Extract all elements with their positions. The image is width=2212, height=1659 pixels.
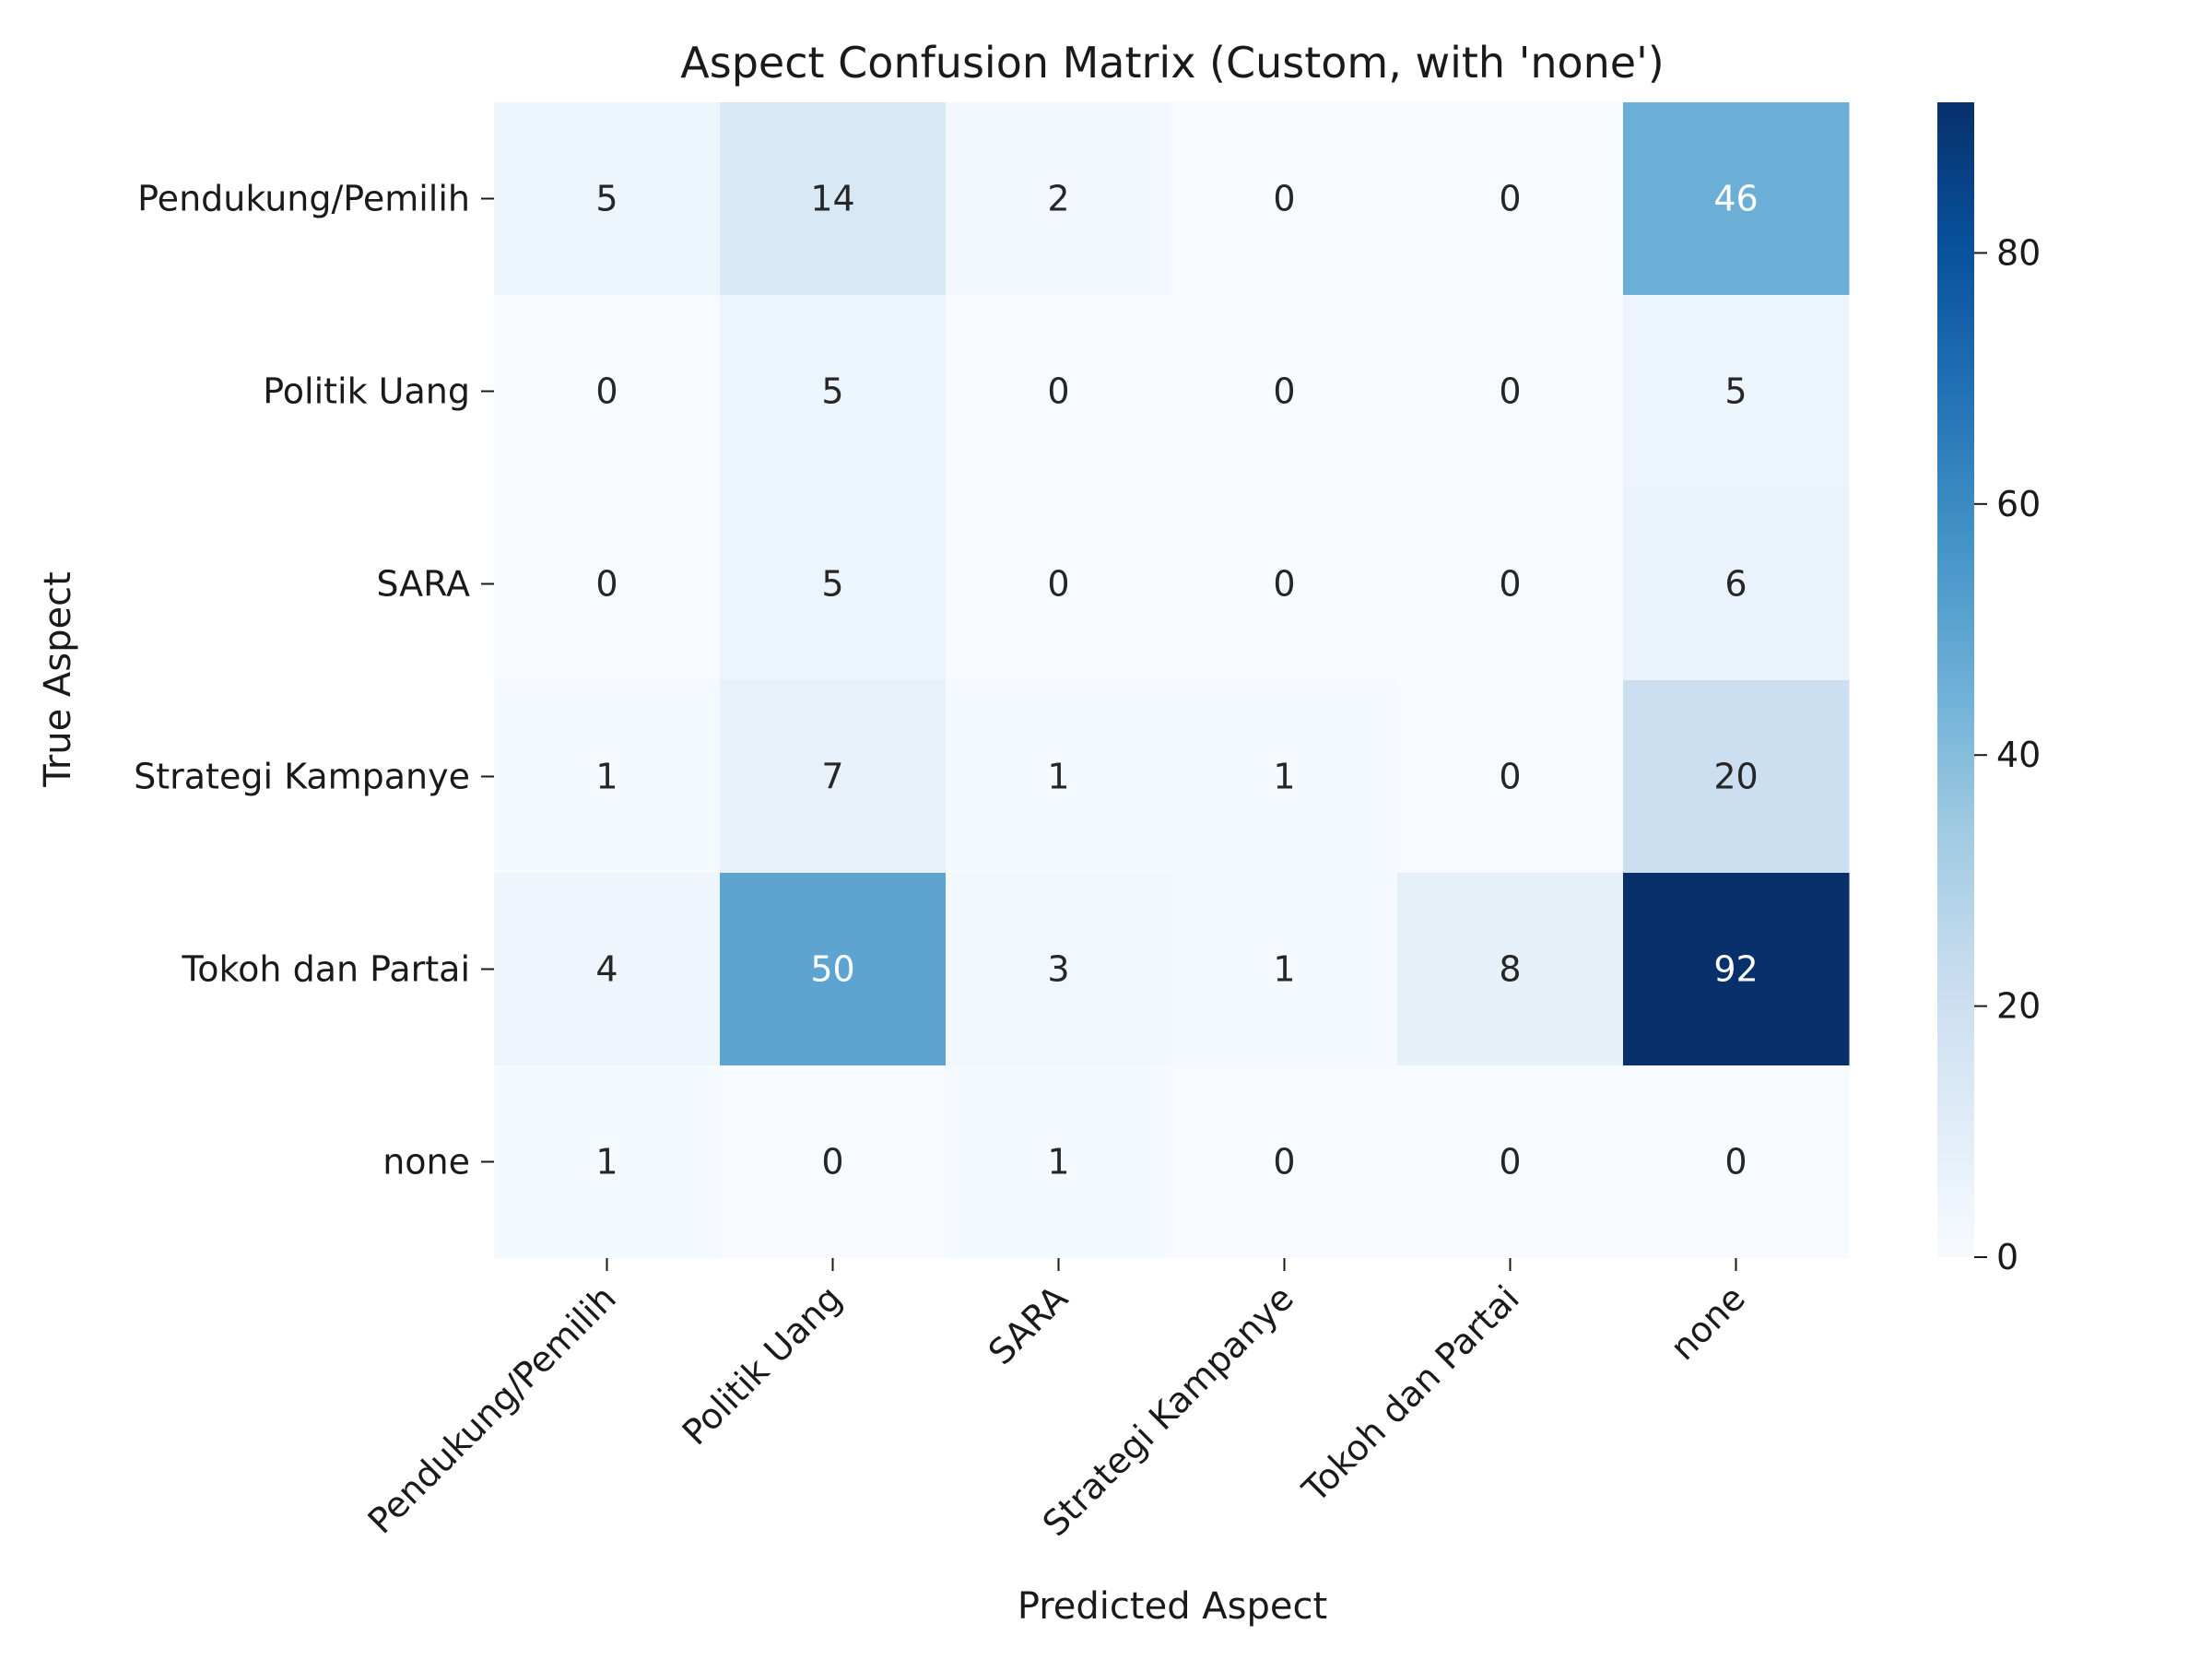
cell-value-label: 1	[1047, 1142, 1069, 1182]
x-tick-label: Strategi Kampanye	[1035, 1277, 1301, 1544]
heatmap-cell	[1171, 1065, 1398, 1259]
heatmap-cell	[720, 102, 947, 296]
cell-value-label: 0	[595, 371, 618, 412]
y-tick-label: Pendukung/Pemilih	[137, 179, 470, 219]
cell-value-label: 0	[595, 564, 618, 605]
heatmap-cell	[720, 1065, 947, 1259]
heatmap-cell	[1623, 102, 1850, 296]
x-tick-label: Tokoh dan Partai	[1294, 1277, 1527, 1511]
cell-value-label: 5	[821, 371, 843, 412]
heatmap-cell	[494, 680, 721, 874]
heatmap-cell	[494, 488, 721, 681]
heatmap-cell	[1171, 873, 1398, 1066]
cell-value-label: 0	[1273, 179, 1295, 219]
heatmap-cell	[720, 680, 947, 874]
y-tick-label: none	[382, 1142, 470, 1182]
heatmap-cell	[1171, 680, 1398, 874]
y-axis-label: True Aspect	[37, 571, 79, 788]
cell-value-label: 0	[1273, 1142, 1295, 1182]
heatmap-cell	[946, 488, 1172, 681]
heatmap-cell	[494, 295, 721, 488]
x-tick-label: Politik Uang	[675, 1277, 850, 1453]
colorbar-ticks: 0 20 40 60 80	[1974, 232, 2041, 1277]
heatmap-cell	[720, 873, 947, 1066]
heatmap-cell	[1623, 873, 1850, 1066]
heatmap-cell	[1397, 295, 1624, 488]
cell-value-label: 0	[1499, 757, 1521, 797]
cell-value-label: 1	[595, 757, 618, 797]
y-tick-label: SARA	[376, 564, 470, 605]
cell-value-label: 2	[1047, 179, 1069, 219]
x-axis-ticks: Pendukung/Pemilih Politik Uang SARAStrateg…	[360, 1258, 1753, 1544]
cell-value-label: 50	[810, 949, 854, 990]
cell-value-label: 8	[1499, 949, 1521, 990]
y-tick-label: Politik Uang	[263, 371, 470, 412]
cell-value-label: 46	[1713, 179, 1758, 219]
heatmap-cell	[946, 680, 1172, 874]
cell-value-label: 14	[810, 179, 854, 219]
cell-value-label: 20	[1713, 757, 1758, 797]
x-axis-label: Predicted Aspect	[1018, 1585, 1327, 1628]
cell-value-label: 5	[595, 179, 618, 219]
heatmap-cell	[1623, 488, 1850, 681]
cell-value-label: 0	[1499, 1142, 1521, 1182]
cell-value-label: 0	[1273, 371, 1295, 412]
cell-value-label: 0	[1499, 564, 1521, 605]
heatmap-cell	[946, 295, 1172, 488]
colorbar-tick-label: 60	[1996, 484, 2041, 524]
heatmap-cell	[946, 873, 1172, 1066]
heatmap-cell	[1397, 1065, 1624, 1259]
chart-title: Aspect Confusion Matrix (Custom, with 'n…	[680, 38, 1664, 88]
heatmap-cells: 5 14 2 0 0 460 5 0 0 0 50 5 0 0 0 61 7 1 1 0 204 50 3 1 8 921 0 1 0 0…	[494, 102, 1850, 1259]
cell-value-label: 5	[821, 564, 843, 605]
heatmap-cell	[1623, 295, 1850, 488]
cell-value-label: 7	[821, 757, 843, 797]
heatmap-cell	[946, 1065, 1172, 1259]
x-tick-label: SARA	[981, 1277, 1076, 1372]
heatmap-cell	[1397, 488, 1624, 681]
heatmap-cell	[1623, 1065, 1850, 1259]
heatmap-cell	[946, 102, 1172, 296]
y-tick-label: Tokoh dan Partai	[182, 949, 471, 990]
heatmap-cell	[1171, 295, 1398, 488]
heatmap-cell	[1623, 680, 1850, 874]
x-tick-label: Pendukung/Pemilih	[360, 1277, 624, 1541]
heatmap-cell	[1397, 873, 1624, 1066]
colorbar-tick-label: 0	[1996, 1237, 2018, 1277]
heatmap-cell	[494, 873, 721, 1066]
cell-value-label: 1	[1047, 757, 1069, 797]
colorbar-tick-label: 20	[1996, 986, 2041, 1027]
colorbar-tick-label: 80	[1996, 232, 2041, 273]
cell-value-label: 0	[1047, 371, 1069, 412]
heatmap-cell	[1397, 102, 1624, 296]
colorbar	[1937, 102, 1974, 1257]
heatmap-cell	[1171, 102, 1398, 296]
y-axis-ticks: Pendukung/Pemilih Politik Uang SARA Strateg…	[134, 179, 494, 1182]
heatmap-cell	[1397, 680, 1624, 874]
heatmap-cell	[720, 295, 947, 488]
cell-value-label: 0	[821, 1142, 843, 1182]
heatmap-cell	[494, 102, 721, 296]
heatmap-cell	[1171, 488, 1398, 681]
cell-value-label: 0	[1499, 179, 1521, 219]
cell-value-label: 3	[1047, 949, 1069, 990]
cell-value-label: 1	[595, 1142, 618, 1182]
cell-value-label: 0	[1724, 1142, 1747, 1182]
cell-value-label: 0	[1499, 371, 1521, 412]
cell-value-label: 92	[1713, 949, 1758, 990]
cell-value-label: 6	[1724, 564, 1747, 605]
cell-value-label: 4	[595, 949, 618, 990]
cell-value-label: 0	[1273, 564, 1295, 605]
colorbar-tick-label: 40	[1996, 735, 2041, 775]
cell-value-label: 1	[1273, 757, 1295, 797]
heatmap-cell	[494, 1065, 721, 1259]
y-tick-label: Strategi Kampanye	[134, 757, 470, 797]
cell-value-label: 1	[1273, 949, 1295, 990]
cell-value-label: 5	[1724, 371, 1747, 412]
x-tick-label: none	[1663, 1277, 1753, 1368]
heatmap-cell	[720, 488, 947, 681]
cell-value-label: 0	[1047, 564, 1069, 605]
